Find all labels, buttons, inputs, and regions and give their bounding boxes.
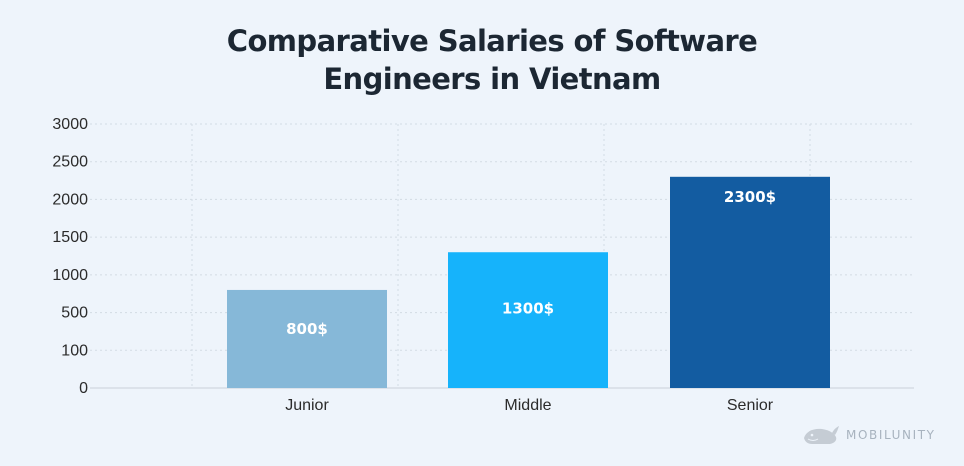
- category-label-senior: Senior: [727, 397, 774, 414]
- data-label-senior: 2300$: [724, 188, 776, 206]
- chart-title-line-2: Engineers in Vietnam: [323, 62, 661, 96]
- category-label-junior: Junior: [285, 397, 329, 414]
- y-tick-label: 1500: [52, 229, 88, 246]
- y-axis-ticks: 0 100 500 1000 1500 2000 2500 3000: [52, 116, 88, 397]
- data-label-middle: 1300$: [502, 299, 554, 317]
- bar-senior: [670, 176, 830, 388]
- y-tick-label: 100: [61, 342, 88, 359]
- category-labels: Junior Middle Senior: [285, 397, 774, 414]
- y-tick-label: 1000: [52, 267, 88, 284]
- bars: [227, 176, 830, 388]
- y-tick-label: 2000: [52, 191, 88, 208]
- y-tick-label: 500: [61, 305, 88, 322]
- y-tick-label: 2500: [52, 154, 88, 171]
- brand-watermark: MOBILUNITY: [802, 424, 936, 446]
- bar-junior: [227, 289, 387, 388]
- bar-middle: [448, 252, 608, 388]
- y-tick-label: 0: [79, 380, 88, 397]
- brand-name: MOBILUNITY: [846, 428, 936, 442]
- category-label-middle: Middle: [504, 397, 551, 414]
- y-tick-label: 3000: [52, 116, 88, 133]
- data-labels: 800$ 1300$ 2300$: [286, 188, 776, 338]
- chart-title: Comparative Salaries of Software Enginee…: [0, 22, 964, 98]
- chart-title-line-1: Comparative Salaries of Software: [226, 24, 758, 58]
- data-label-junior: 800$: [286, 320, 328, 338]
- whale-logo-icon: [804, 426, 839, 444]
